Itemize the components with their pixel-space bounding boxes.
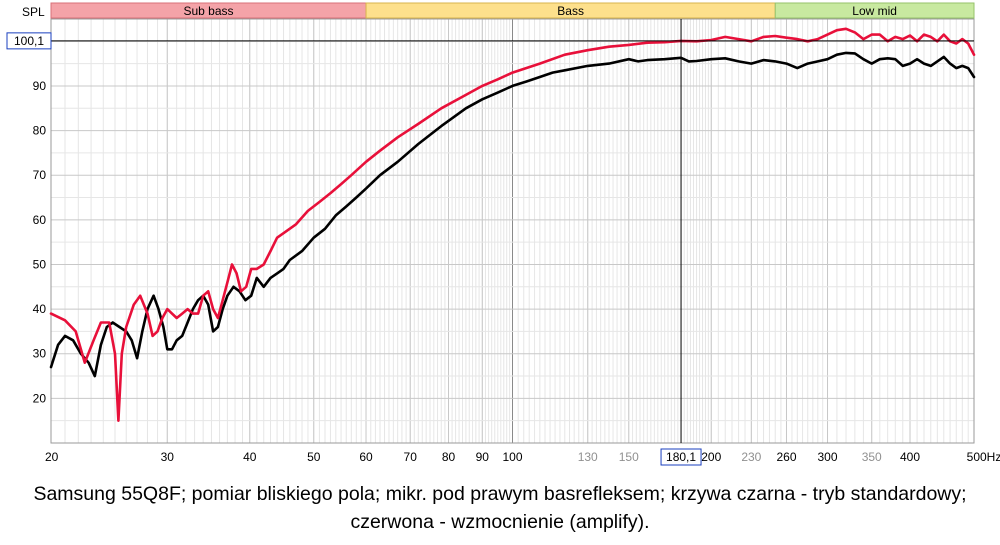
band-label: Sub bass [183, 4, 233, 18]
cursor-x-value-box [660, 448, 702, 466]
x-tick-label: 130 [578, 450, 598, 464]
frequency-response-chart: Sub bass Bass Low mid 20 30 40 50 60 70 80 90 20 30… [0, 0, 1000, 470]
x-tick-label: 40 [243, 450, 257, 464]
y-tick-label: 60 [33, 213, 47, 227]
x-tick-label: 50 [307, 450, 321, 464]
cursor-y-value: 100,1 [14, 34, 44, 48]
frequency-bands: Sub bass Bass Low mid [50, 2, 975, 19]
cursor [51, 19, 974, 443]
y-tick-label: 20 [33, 391, 47, 405]
x-tick-label: 230 [741, 450, 761, 464]
y-tick-label: 40 [33, 302, 47, 316]
x-tick-label: 400 [900, 450, 920, 464]
tick-labels: 20 30 40 50 60 70 80 90 20 30 40 50 60 70 80 90 100 130 15… [6, 32, 1000, 466]
band-label: Low mid [852, 4, 897, 18]
y-tick-label: 70 [33, 168, 47, 182]
x-tick-label: 30 [161, 450, 175, 464]
cursor-x-value: 180,1 [666, 450, 696, 464]
chart-caption: Samsung 55Q8F; pomiar bliskiego pola; mi… [33, 483, 967, 533]
x-tick-label: 60 [359, 450, 373, 464]
x-tick-label: 300 [818, 450, 838, 464]
cursor-y-value-box [6, 32, 52, 50]
y-tick-label: 30 [33, 347, 47, 361]
x-tick-label: 70 [404, 450, 418, 464]
x-tick-label: 100 [502, 450, 522, 464]
chart-background [0, 0, 1000, 470]
series-black-line [49, 51, 976, 378]
y-tick-label: 80 [33, 124, 47, 138]
y-tick-label: 50 [33, 257, 47, 271]
band-label: Bass [557, 4, 584, 18]
x-tick-label: 350 [862, 450, 882, 464]
x-tick-label: 200 [701, 450, 721, 464]
x-tick-label: 80 [442, 450, 456, 464]
x-tick-label: 260 [776, 450, 796, 464]
grid [50, 18, 975, 444]
band-low-mid [774, 2, 975, 19]
plot-border [50, 18, 975, 444]
series-lines [49, 27, 976, 422]
x-tick-label: 150 [619, 450, 639, 464]
series-red-line [49, 27, 976, 422]
x-tick-label: 90 [476, 450, 490, 464]
x-tick-label: 500Hz [967, 450, 1000, 464]
y-tick-label: 90 [33, 79, 47, 93]
x-tick-label: 20 [45, 450, 59, 464]
y-axis-label: SPL [22, 5, 45, 19]
